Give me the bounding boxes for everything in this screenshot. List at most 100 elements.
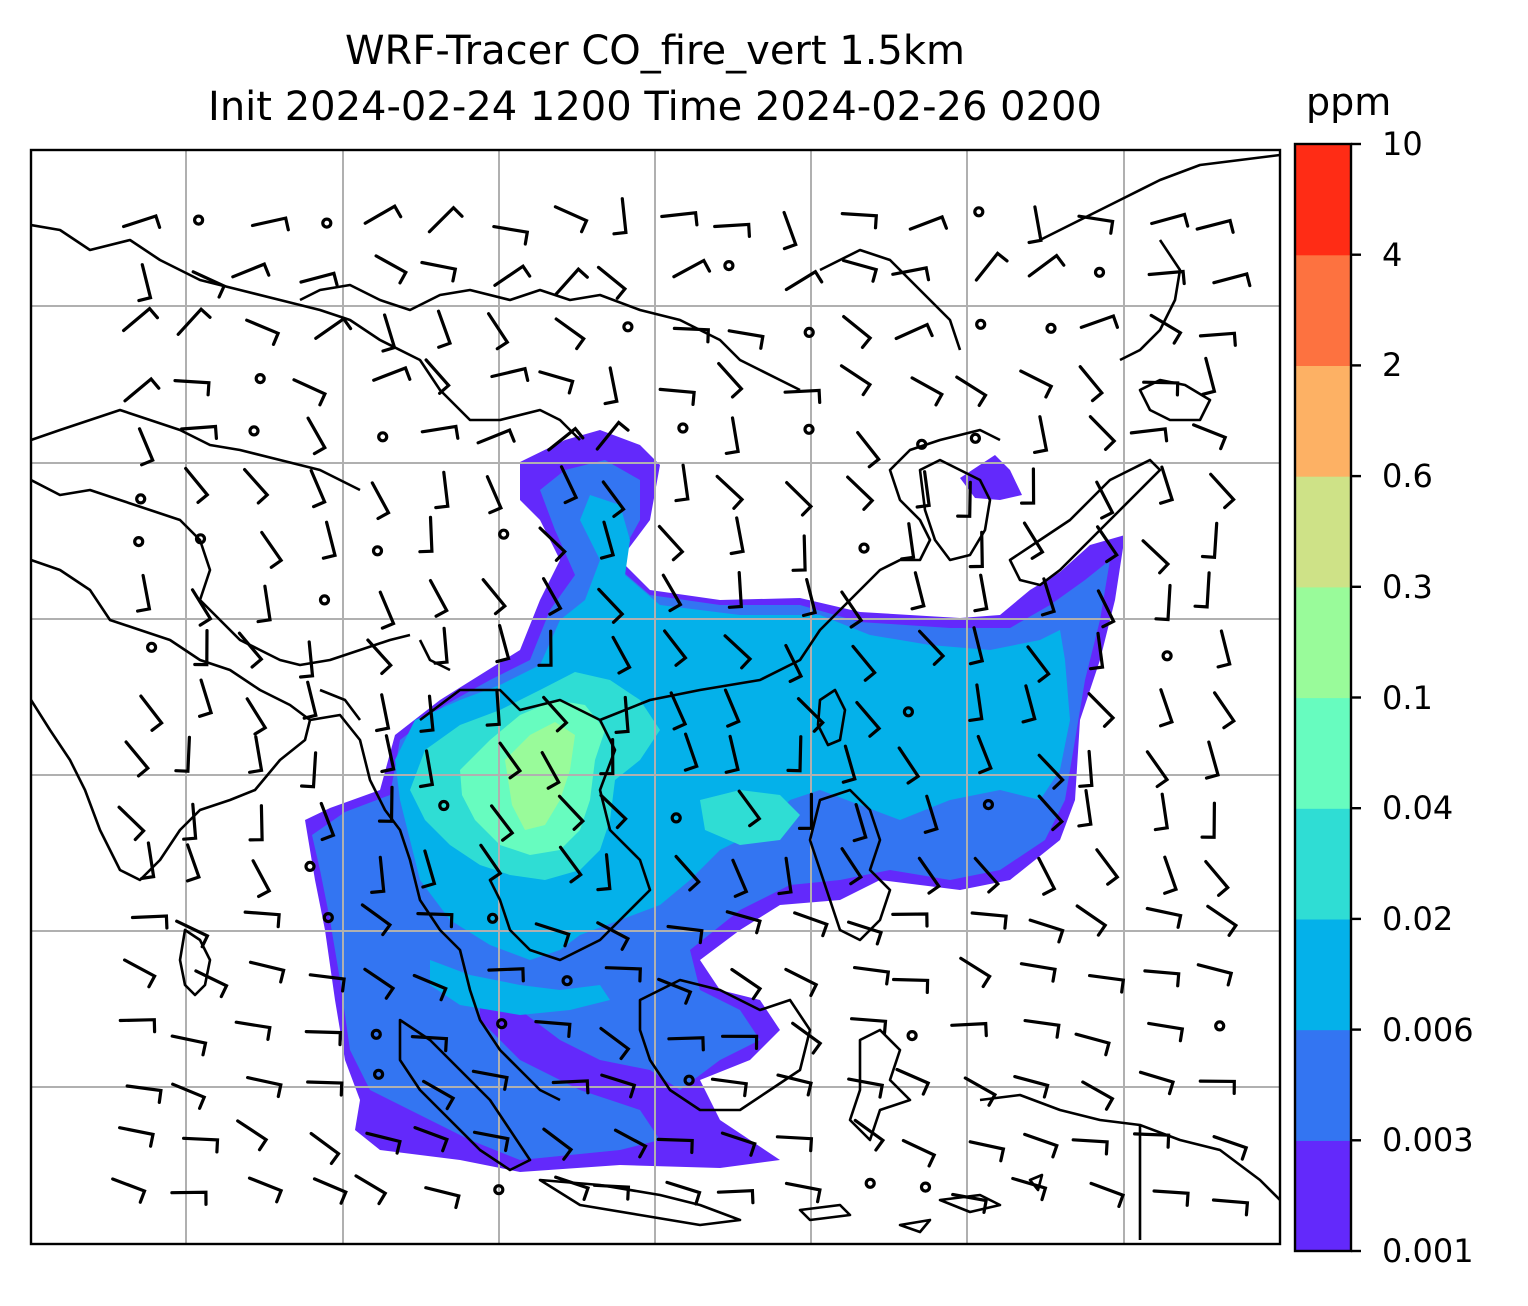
calm-wind-marker-87 <box>803 423 815 435</box>
wind-barb-182 <box>796 697 825 733</box>
wind-barb-36 <box>1147 269 1186 286</box>
coastline-philippines <box>808 788 892 942</box>
calm-wind-marker-115 <box>194 533 207 545</box>
colorbar-tick-label: 0.6 <box>1382 457 1433 496</box>
plume-level-0.02-east <box>700 790 800 845</box>
border-south-asia <box>31 478 451 721</box>
wind-barb-317 <box>895 1067 931 1096</box>
wind-barb-17 <box>1150 212 1190 228</box>
coastline-japan-hokkaido <box>1138 378 1212 422</box>
wind-barb-322 <box>1198 1079 1236 1095</box>
wind-barb-133 <box>136 573 152 613</box>
calm-wind-marker-46 <box>622 321 634 333</box>
wind-barb-284 <box>1196 963 1234 987</box>
colorbar-segment-6 <box>1295 476 1351 588</box>
wind-barb-6 <box>492 225 530 246</box>
wind-barb-101 <box>485 475 504 515</box>
wind-barb-44 <box>487 312 510 351</box>
wind-barb-67 <box>717 362 744 399</box>
calm-wind-marker-354 <box>864 1177 876 1189</box>
wind-barb-123 <box>657 524 685 562</box>
wind-barb-301 <box>1074 1032 1111 1057</box>
wind-barb-225 <box>1077 789 1093 828</box>
calm-wind-marker-78 <box>248 425 260 437</box>
wind-barb-93 <box>1129 427 1169 443</box>
wind-barb-132 <box>1200 521 1219 560</box>
wind-barb-25 <box>493 263 532 287</box>
wind-barb-263 <box>1075 904 1108 937</box>
wind-barb-187 <box>1087 692 1116 728</box>
wind-barb-7 <box>553 205 589 234</box>
wind-barb-111 <box>1095 480 1115 520</box>
calm-wind-marker-114 <box>133 535 145 548</box>
wind-barb-270 <box>363 967 396 1000</box>
wind-barb-314 <box>710 1077 748 1098</box>
calm-wind-marker-152 <box>146 641 158 653</box>
border-north-asia <box>31 223 962 492</box>
wind-barb-92 <box>1088 415 1117 451</box>
wind-barb-307 <box>306 1080 344 1097</box>
wind-barb-228 <box>140 841 156 880</box>
wind-barb-91 <box>1033 415 1049 454</box>
wind-barb-110 <box>1020 467 1036 505</box>
wind-barb-280 <box>959 956 992 989</box>
calm-wind-marker-218 <box>670 812 682 824</box>
wind-barb-96 <box>184 466 210 504</box>
wind-barb-249 <box>243 910 281 929</box>
wind-barb-5 <box>427 205 464 234</box>
wind-barb-128 <box>968 530 984 569</box>
wind-barb-97 <box>243 468 270 505</box>
calm-wind-marker-120 <box>498 528 510 540</box>
wind-barb-107 <box>846 475 875 511</box>
wind-barb-159 <box>537 629 553 667</box>
colorbar-segment-2 <box>1295 918 1351 1031</box>
colorbar-segment-7 <box>1295 365 1351 477</box>
wind-barb-285 <box>118 1018 157 1034</box>
wind-barb-224 <box>1037 794 1065 832</box>
wind-barbs <box>111 197 1252 1217</box>
wind-barb-2 <box>250 216 290 232</box>
wind-barb-13 <box>908 214 948 231</box>
wind-barb-318 <box>963 1076 998 1107</box>
wind-barb-337 <box>968 1140 1006 1163</box>
wind-barb-210 <box>182 802 198 841</box>
wind-barb-125 <box>791 534 807 572</box>
calm-wind-marker-1 <box>193 214 205 226</box>
wind-barb-160 <box>611 635 632 675</box>
wind-barb-121 <box>538 526 567 562</box>
wind-barb-238 <box>731 858 749 898</box>
wind-barb-140 <box>542 577 563 616</box>
wind-barb-332 <box>656 1137 694 1155</box>
wind-barb-315 <box>776 1073 813 1097</box>
wind-barb-311 <box>551 1079 590 1095</box>
wind-barb-20 <box>191 270 227 299</box>
wind-barb-145 <box>840 590 864 629</box>
wind-barb-99 <box>370 481 391 521</box>
wind-barb-22 <box>299 271 339 287</box>
colorbar-segment-4 <box>1295 697 1351 809</box>
calm-wind-marker-348 <box>493 1184 505 1196</box>
wind-barb-43 <box>436 309 453 349</box>
colorbar-segment-0 <box>1295 1140 1351 1252</box>
wind-barb-62 <box>424 358 451 395</box>
wind-barb-34 <box>1027 253 1066 278</box>
wind-barb-161 <box>663 629 688 667</box>
wind-barb-178 <box>542 695 569 733</box>
calm-wind-marker-89 <box>916 438 928 450</box>
wind-barb-168 <box>1089 631 1105 671</box>
wind-barb-173 <box>245 697 268 736</box>
calm-wind-marker-53 <box>1045 322 1057 334</box>
wind-barb-144 <box>801 578 818 618</box>
wind-barb-217 <box>599 793 628 830</box>
calm-wind-marker-289 <box>370 1028 382 1040</box>
calm-wind-marker-126 <box>858 542 870 554</box>
calm-wind-marker-85 <box>677 422 689 434</box>
wind-barb-51 <box>894 322 934 341</box>
wind-barb-148 <box>1040 577 1057 617</box>
wind-barb-204 <box>976 734 993 775</box>
wind-barb-117 <box>321 520 337 560</box>
wind-barb-100 <box>434 470 450 510</box>
calm-wind-marker-250 <box>322 911 334 924</box>
wind-barb-329 <box>472 1130 510 1153</box>
wind-barb-18 <box>1195 218 1235 234</box>
